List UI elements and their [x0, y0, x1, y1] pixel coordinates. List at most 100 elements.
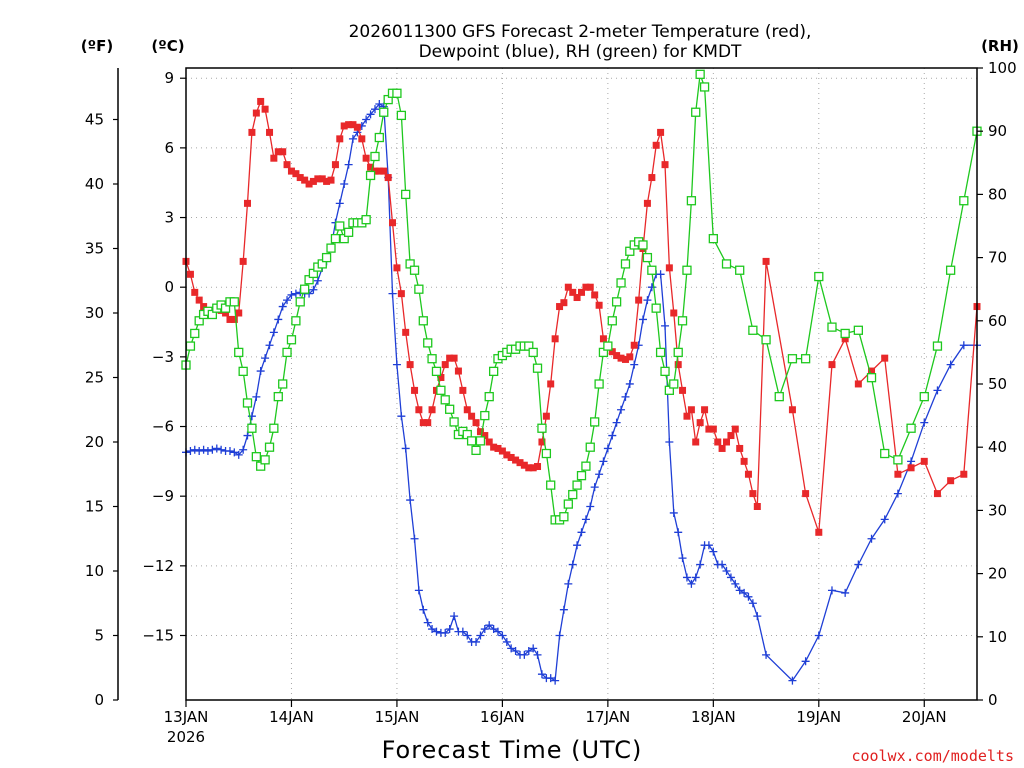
dewpoint-series [182, 100, 981, 685]
temperature-point [406, 361, 414, 369]
rh-point [418, 316, 428, 326]
date-tick-label: 17JAN [585, 708, 630, 726]
temperature-point [384, 174, 392, 182]
dewpoint-point [217, 445, 226, 454]
rh-point [568, 489, 578, 500]
rh-point [787, 354, 798, 364]
rh-point [748, 325, 758, 335]
rh-tick-label: 30 [988, 501, 1007, 519]
temperature-point [582, 283, 590, 291]
rh-point [423, 338, 433, 348]
dewpoint-point [661, 321, 670, 330]
dewpoint-point [313, 276, 322, 285]
rh-point [541, 448, 552, 459]
rh-point [906, 423, 916, 433]
rh-point [436, 385, 446, 395]
temperature-point [230, 315, 238, 323]
dewpoint-point [551, 676, 560, 685]
rh-point [695, 69, 705, 79]
temperature-point [287, 167, 295, 175]
rh-tick-label: 0 [988, 691, 998, 709]
temperature-point [573, 294, 581, 302]
rh-point [721, 259, 732, 269]
dewpoint-point [212, 444, 221, 453]
rh-point [431, 366, 442, 377]
temperature-point [393, 264, 401, 272]
rh-point [532, 363, 543, 373]
temperature-point [670, 309, 678, 317]
rh-point [945, 265, 956, 275]
fahrenheit-tick-label: 5 [94, 626, 104, 644]
rh-point [247, 423, 257, 433]
dewpoint-point [476, 631, 485, 640]
celsius-tick-label: −15 [142, 626, 174, 644]
dewpoint-point [239, 445, 248, 454]
rh-point [880, 448, 890, 459]
rh-point [392, 88, 402, 98]
temperature-point [736, 444, 744, 452]
rh-point [286, 335, 297, 345]
temperature-point [881, 354, 889, 362]
celsius-tick-label: −6 [152, 418, 174, 436]
dewpoint-point [678, 554, 687, 563]
temperature-point [441, 361, 449, 369]
temperature-point [868, 367, 876, 375]
temperature-point [301, 176, 309, 184]
dewpoint-point [203, 447, 212, 456]
rh-point [374, 132, 384, 143]
rh-point [576, 470, 587, 481]
rh-point [260, 455, 270, 465]
temperature-point [380, 167, 388, 175]
temperature-point [507, 453, 515, 461]
temperature-point [353, 123, 361, 131]
temperature-point [424, 419, 432, 427]
temperature-point [744, 470, 752, 478]
dewpoint-point [559, 605, 568, 614]
temperature-point [960, 470, 968, 478]
rh-point [185, 341, 196, 351]
rh-point [278, 379, 288, 389]
credit-link[interactable]: coolwx.com/modelts [851, 747, 1014, 765]
temperature-point [661, 161, 669, 169]
temperature-point [643, 199, 651, 207]
temperature-point [714, 438, 722, 446]
rh-point [669, 379, 679, 389]
dewpoint-point [709, 547, 718, 556]
date-tick-label: 13JAN [164, 708, 209, 726]
fahrenheit-tick-label: 20 [85, 433, 104, 451]
dewpoint-point [291, 289, 300, 298]
rh-point [242, 398, 253, 408]
temperature-point [551, 335, 559, 343]
temperature-point [415, 406, 423, 414]
rh-point [269, 423, 279, 433]
dewpoint-point [788, 676, 797, 685]
temperature-point [243, 199, 251, 207]
dewpoint-point [555, 631, 564, 640]
temperature-point [569, 288, 577, 296]
rh-point [673, 347, 683, 358]
dewpoint-point [199, 445, 208, 454]
dewpoint-point [480, 625, 489, 634]
temperature-point [894, 470, 902, 478]
rh-point [677, 316, 688, 326]
temperature-point [481, 432, 489, 440]
temperature-point [362, 154, 370, 162]
dewpoint-point [432, 627, 441, 636]
temperature-point [578, 288, 585, 296]
celsius-tick-label: 6 [164, 139, 174, 157]
temperature-point [397, 290, 405, 298]
rh-point [484, 391, 494, 402]
temperature-point [472, 419, 480, 427]
temperature-point [648, 174, 656, 182]
fahrenheit-tick-label: 25 [85, 368, 104, 386]
fahrenheit-tick-label: 30 [85, 304, 104, 322]
dewpoint-point [731, 579, 740, 588]
rh-point [611, 297, 622, 307]
rh-point [655, 347, 666, 358]
temperature-point [560, 299, 568, 307]
rh-point [814, 271, 824, 282]
rh-point [708, 233, 718, 244]
temperature-point [186, 270, 194, 278]
rh-point [379, 107, 389, 117]
temperature-point [542, 412, 550, 420]
